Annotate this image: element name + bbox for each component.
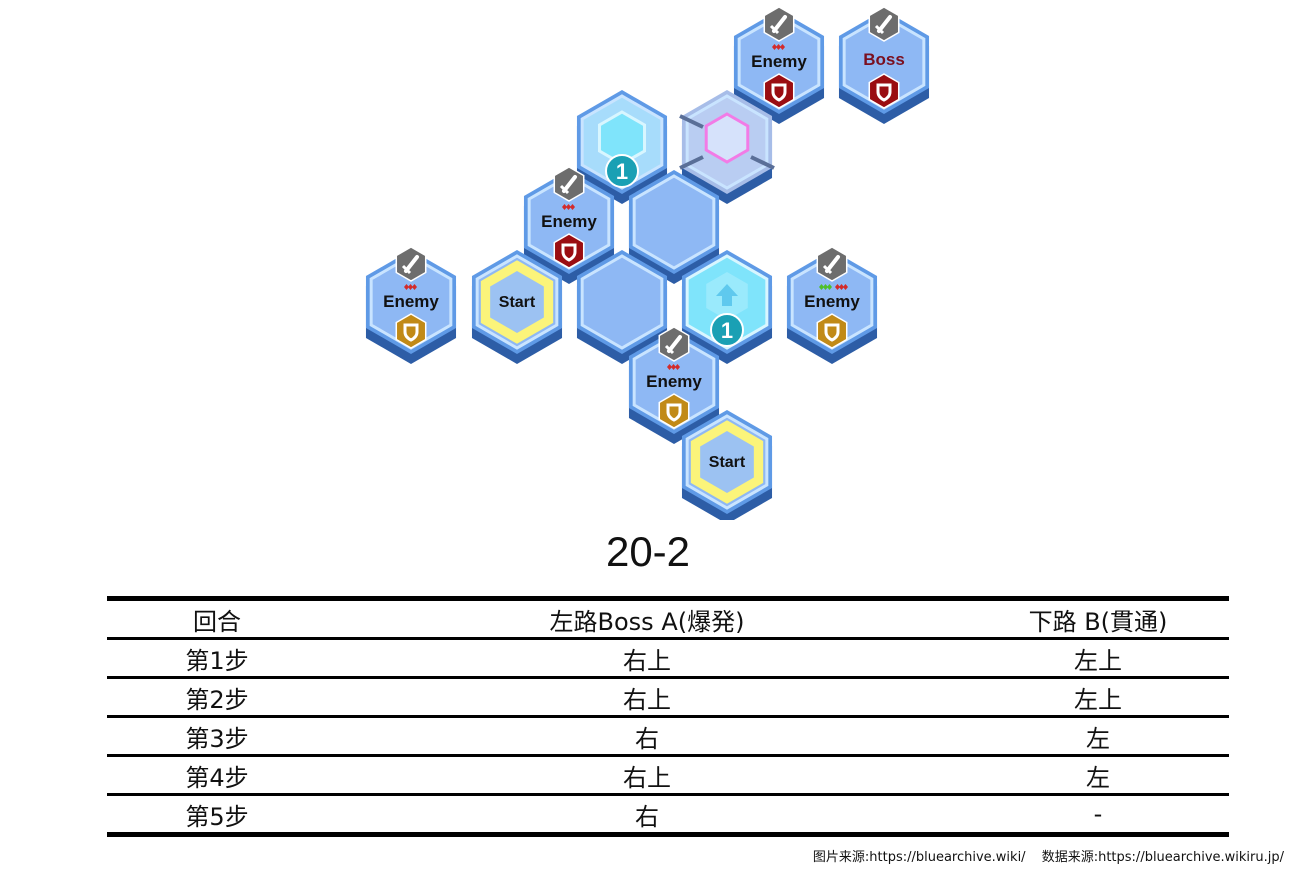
count-badge: 1: [710, 313, 744, 347]
boss-label: Boss: [863, 50, 905, 69]
map-tile-empty-1[interactable]: [628, 170, 720, 284]
step-cell: 第1步: [185, 646, 249, 675]
sword-icon: [763, 6, 795, 42]
armor-type-icon: [772, 44, 785, 50]
header-route-b: 下路 B(貫通): [1028, 607, 1168, 636]
map-tile-up-arrow[interactable]: 1: [681, 250, 773, 364]
svg-text:1: 1: [616, 159, 628, 184]
table-row: 第3步 右 左: [107, 717, 1229, 756]
route-b-cell: 左: [1086, 724, 1110, 753]
sword-icon: [395, 246, 427, 282]
step-cell: 第5步: [185, 802, 249, 831]
map-tile-warp-pink[interactable]: [679, 90, 775, 204]
sword-icon: [658, 326, 690, 362]
step-cell: 第4步: [185, 763, 249, 792]
map-tile-enemy-mid[interactable]: Enemy: [523, 166, 615, 284]
header-route-a: 左路Boss A(爆発): [549, 607, 745, 636]
header-turn: 回合: [193, 607, 241, 636]
enemy-label: Enemy: [383, 292, 439, 311]
enemy-label: Enemy: [804, 292, 860, 311]
enemy-label: Enemy: [751, 52, 807, 71]
stage-map: Enemy Boss 1 Enemy Enemy Start 1 Enemy Enemy Star…: [365, 6, 930, 520]
map-tile-empty-2[interactable]: [576, 250, 668, 364]
shield-icon: [816, 313, 848, 349]
route-a-cell: 右: [635, 724, 659, 753]
table-row: 第5步 右 -: [107, 795, 1229, 835]
route-b-cell: 左上: [1074, 685, 1122, 714]
map-tile-enemy-right[interactable]: Enemy: [786, 246, 878, 364]
route-b-cell: 左上: [1074, 646, 1122, 675]
sword-icon: [868, 6, 900, 42]
map-tile-enemy-top[interactable]: Enemy: [733, 6, 825, 124]
armor-type-icon: [835, 284, 848, 290]
sword-icon: [816, 246, 848, 282]
map-tile-start-left[interactable]: Start: [471, 250, 563, 364]
svg-text:1: 1: [721, 318, 733, 343]
table-row: 第2步 右上 左上: [107, 678, 1229, 717]
map-tile-boss[interactable]: Boss: [838, 6, 930, 124]
shield-icon: [763, 73, 795, 109]
armor-type-icon: [404, 284, 417, 290]
image-source-text: 图片来源:https://bluearchive.wiki/: [812, 850, 1026, 865]
armor-type-icon: [562, 204, 575, 210]
route-b-cell: -: [1093, 800, 1103, 828]
shield-icon: [395, 313, 427, 349]
route-a-cell: 右上: [623, 763, 671, 792]
portal-icon: [704, 112, 750, 164]
speed-debuff-icon: [819, 284, 832, 290]
map-tile-warp-cyan[interactable]: 1: [576, 90, 668, 204]
enemy-label: Enemy: [646, 372, 702, 391]
step-cell: 第3步: [185, 724, 249, 753]
map-tile-enemy-bottom[interactable]: Enemy: [628, 326, 720, 444]
count-badge: 1: [605, 154, 639, 188]
shield-icon: [658, 393, 690, 429]
table-row: 第4步 右上 左: [107, 756, 1229, 795]
step-cell: 第2步: [185, 685, 249, 714]
route-b-cell: 左: [1086, 763, 1110, 792]
table-row: 第1步 右上 左上: [107, 639, 1229, 678]
route-a-cell: 右上: [623, 646, 671, 675]
sword-icon: [553, 166, 585, 202]
shield-icon: [553, 233, 585, 269]
map-tile-enemy-left[interactable]: Enemy: [365, 246, 457, 364]
source-credits: 图片来源:https://bluearchive.wiki/ 数据来源:http…: [801, 846, 1284, 865]
shield-icon: [868, 73, 900, 109]
table-header-row: 回合 左路Boss A(爆発) 下路 B(貫通): [107, 598, 1229, 639]
armor-type-icon: [667, 364, 680, 370]
route-a-cell: 右: [635, 802, 659, 831]
start-label: Start: [499, 294, 536, 311]
stage-title: 20-2: [605, 528, 691, 575]
start-label: Start: [709, 454, 746, 471]
map-tile-start-bottom[interactable]: Start: [681, 410, 773, 520]
route-a-cell: 右上: [623, 685, 671, 714]
arrow-up-icon: [716, 284, 738, 306]
route-table: 回合 左路Boss A(爆発) 下路 B(貫通) 第1步 右上 左上 第2步 右…: [107, 596, 1229, 837]
data-source-text: 数据来源:https://bluearchive.wikiru.jp/: [1041, 850, 1284, 865]
enemy-label: Enemy: [541, 212, 597, 231]
